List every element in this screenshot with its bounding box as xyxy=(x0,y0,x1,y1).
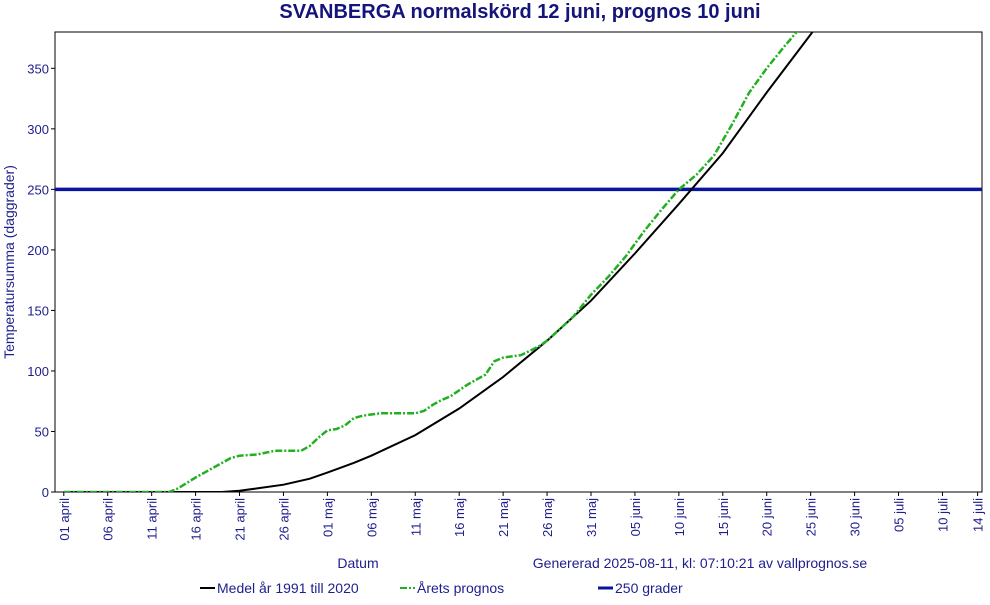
x-tick-label: 06 maj xyxy=(364,498,379,537)
y-tick-label: 350 xyxy=(27,61,49,76)
series-line xyxy=(63,32,814,492)
x-tick-label: 11 april xyxy=(145,498,160,540)
legend-label: Medel år 1991 till 2020 xyxy=(217,580,359,596)
x-tick-label: 05 juni xyxy=(628,498,643,536)
x-tick-label: 26 maj xyxy=(540,498,555,537)
x-tick-label: 30 juni xyxy=(848,498,863,536)
y-tick-label: 250 xyxy=(27,182,49,197)
y-tick-label: 300 xyxy=(27,122,49,137)
y-tick-label: 150 xyxy=(27,303,49,318)
x-tick-label: 15 juni xyxy=(716,498,731,536)
x-tick-label: 10 juli xyxy=(935,498,950,532)
x-tick-label: 14 juli xyxy=(971,498,986,532)
plot-area xyxy=(55,32,982,492)
y-tick-label: 100 xyxy=(27,364,49,379)
x-tick-label: 10 juni xyxy=(672,498,687,536)
plot-frame xyxy=(54,31,983,493)
legend: Medel år 1991 till 2020 Årets prognos 250 … xyxy=(200,580,683,596)
x-tick-label: 16 april xyxy=(189,498,204,541)
y-tick-label: 50 xyxy=(35,424,49,439)
series-line xyxy=(63,32,799,492)
x-tick-label: 21 april xyxy=(233,498,248,541)
x-tick-label: 31 maj xyxy=(584,498,599,537)
x-tick-label: 16 maj xyxy=(452,498,467,537)
footnote: Genererad 2025-08-11, kl: 07:10:21 av va… xyxy=(533,555,868,571)
x-tick-label: 11 maj xyxy=(408,498,423,536)
legend-label: 250 grader xyxy=(615,580,683,596)
y-tick-label: 200 xyxy=(27,243,49,258)
x-tick-label: 06 april xyxy=(101,498,116,541)
legend-label: Årets prognos xyxy=(417,580,504,596)
y-axis-label: Temperatursumma (daggrader) xyxy=(1,165,17,359)
x-tick-label: 25 juni xyxy=(804,498,819,536)
x-axis-label: Datum xyxy=(337,555,378,571)
y-tick-label: 0 xyxy=(42,485,49,500)
x-tick-label: 21 maj xyxy=(496,498,511,537)
x-tick-label: 01 maj xyxy=(320,498,335,537)
chart-title: SVANBERGA normalskörd 12 juni, prognos 1… xyxy=(279,1,760,23)
x-tick-label: 20 juni xyxy=(760,498,775,536)
x-tick-label: 26 april xyxy=(276,498,291,541)
x-tick-label: 05 juli xyxy=(892,498,907,532)
x-tick-label: 01 april xyxy=(57,498,72,541)
